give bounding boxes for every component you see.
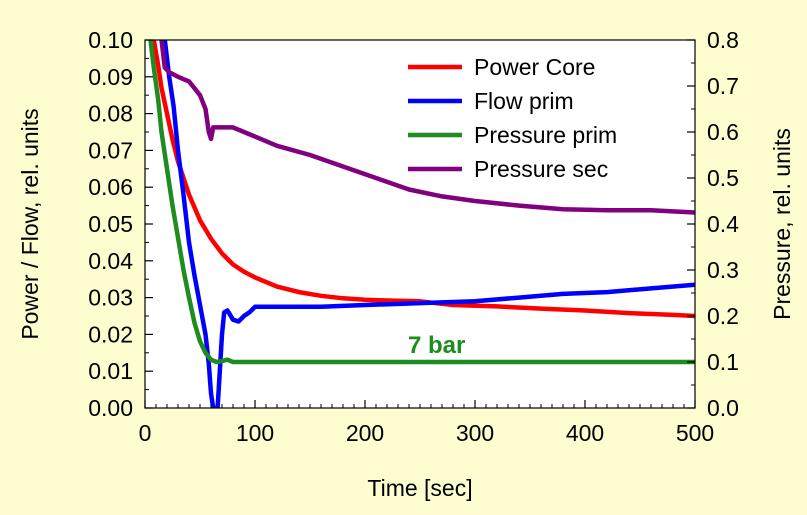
y-left-tick-label: 0.02 xyxy=(88,321,133,347)
y-left-tick-label: 0.07 xyxy=(88,137,133,163)
y-left-tick-label: 0.08 xyxy=(88,101,133,127)
y-right-tick-label: 0.2 xyxy=(707,303,739,329)
x-tick-label: 100 xyxy=(236,420,274,446)
x-tick-label: 200 xyxy=(346,420,384,446)
series-line-power-core xyxy=(151,40,695,319)
legend: Power Core Flow prim Pressure prim Pressure… xyxy=(408,54,617,182)
x-tick-label: 500 xyxy=(676,420,714,446)
legend-label-pressure-prim: Pressure prim xyxy=(474,122,617,148)
x-tick-label: 400 xyxy=(566,420,604,446)
axes-layer: 0 100 200 300 400 500 0.00 0.01 0.02 0.03 0.04 0.05… xyxy=(88,27,739,446)
y-right-tick-label: 0.5 xyxy=(707,165,739,191)
y-right-tick-label: 0.3 xyxy=(707,257,739,283)
y-right-tick-label: 0.8 xyxy=(707,27,739,53)
y-left-tick-label: 0.10 xyxy=(88,27,133,53)
series-layer xyxy=(148,40,695,408)
y-left-tick-label: 0.01 xyxy=(88,358,133,384)
y-right-tick-label: 0.0 xyxy=(707,395,739,421)
y-right-tick-label: 0.7 xyxy=(707,73,739,99)
y-right-tick-label: 0.4 xyxy=(707,211,739,237)
annotation-7-bar: 7 bar xyxy=(408,332,465,359)
series-line-pressure-sec xyxy=(159,40,695,215)
y-left-tick-label: 0.04 xyxy=(88,248,133,274)
y-left-tick-label: 0.09 xyxy=(88,64,133,90)
x-tick-label: 0 xyxy=(139,420,152,446)
series-line-pressure-prim xyxy=(148,40,695,365)
y-axis-left-label: Power / Flow, rel. units xyxy=(17,108,43,339)
series-line-flow-prim xyxy=(162,40,695,408)
y-left-tick-label: 0.05 xyxy=(88,211,133,237)
y-right-tick-label: 0.6 xyxy=(707,119,739,145)
x-tick-label: 300 xyxy=(456,420,494,446)
y-left-tick-label: 0.06 xyxy=(88,174,133,200)
y-left-tick-label: 0.03 xyxy=(88,285,133,311)
y-axis-right-label: Pressure, rel. units xyxy=(769,128,795,320)
y-right-tick-label: 0.1 xyxy=(707,349,739,375)
legend-label-flow-prim: Flow prim xyxy=(474,88,574,114)
legend-label-pressure-sec: Pressure sec xyxy=(474,156,608,182)
y-left-tick-label: 0.00 xyxy=(88,395,133,421)
legend-label-power-core: Power Core xyxy=(474,54,595,80)
x-axis-label: Time [sec] xyxy=(367,475,472,501)
